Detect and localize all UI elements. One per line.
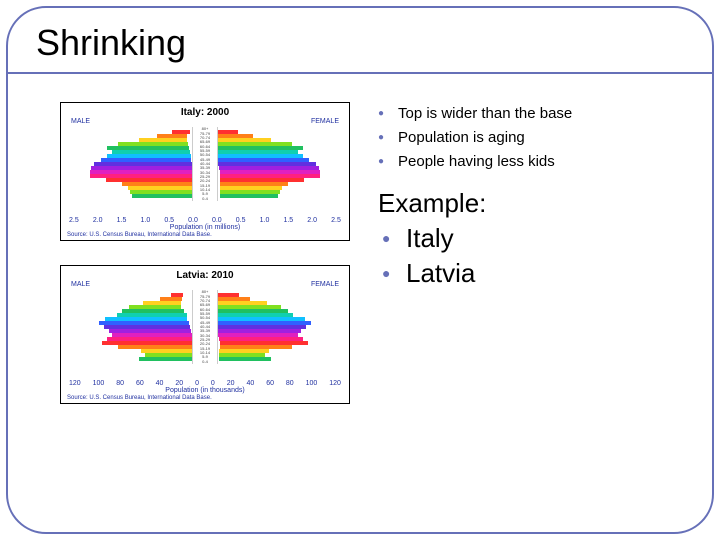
- example-heading: Example:: [378, 188, 688, 219]
- tick-label: 120: [69, 380, 81, 387]
- title-area: Shrinking: [8, 8, 712, 70]
- tick-label: 2.0: [93, 217, 103, 224]
- small-bullet-item: Top is wider than the base: [378, 102, 688, 126]
- tick-label: 1.0: [140, 217, 150, 224]
- population-pyramid-chart: Italy: 2000MALE FEMALE 80+75-7970-7465-696…: [60, 102, 350, 241]
- text-column: Top is wider than the basePopulation is …: [370, 102, 688, 404]
- tick-label: 40: [246, 380, 254, 387]
- chart-title: Italy: 2000: [67, 107, 343, 118]
- x-axis-ticks: 2.5 2.0 1.5 1.0 0.5 0.0 0.0 0.5 1.0 1.5 2.0 2.5: [67, 217, 343, 224]
- pyramid-area: 80+75-7970-7465-6960-6455-5950-5445-4940…: [67, 127, 343, 215]
- chart-title: Latvia: 2010: [67, 270, 343, 281]
- tick-label: 120: [329, 380, 341, 387]
- male-label: MALE: [71, 118, 90, 125]
- content-area: Italy: 2000MALEFEMALE80+75-7970-7465-696…: [8, 74, 712, 414]
- tick-label: 20: [227, 380, 235, 387]
- big-bullet-list: ItalyLatvia: [378, 221, 688, 291]
- bar-female: [220, 194, 278, 198]
- tick-label: 0.0: [212, 217, 222, 224]
- pyramid-area: 80+75-7970-7465-6960-6455-5950-5445-4940…: [67, 290, 343, 378]
- chart-gender-labels: MALE FEMALE: [67, 118, 343, 125]
- tick-label: 0.5: [164, 217, 174, 224]
- tick-label: 100: [93, 380, 105, 387]
- chart-source: Source: U.S. Census Bureau, Internationa…: [67, 394, 343, 401]
- tick-label: 80: [286, 380, 294, 387]
- small-bullet-item: People having less kids: [378, 150, 688, 174]
- age-group-labels: 80+75-7970-7465-6960-6455-5950-5445-4940…: [192, 290, 218, 364]
- small-bullet-item: Population is aging: [378, 126, 688, 150]
- tick-label: 100: [306, 380, 318, 387]
- slide-frame: Shrinking Italy: 2000MALEFEMALE80+75-797…: [6, 6, 714, 534]
- tick-label: 2.5: [69, 217, 79, 224]
- x-axis-ticks: 120 100 80 60 40 20 0 0 20 40 60 80 100 120: [67, 380, 343, 387]
- tick-label: 1.5: [283, 217, 293, 224]
- x-axis-label: Population (in millions): [67, 224, 343, 231]
- female-label: FEMALE: [311, 281, 339, 288]
- x-axis-label: Population (in thousands): [67, 387, 343, 394]
- tick-label: 0.5: [236, 217, 246, 224]
- tick-label: 1.5: [117, 217, 127, 224]
- small-bullet-list: Top is wider than the basePopulation is …: [378, 102, 688, 174]
- bar-male: [132, 194, 194, 198]
- charts-column: Italy: 2000MALEFEMALE80+75-7970-7465-696…: [60, 102, 360, 404]
- age-label: 0-4: [193, 360, 217, 364]
- age-label: 0-4: [193, 197, 217, 201]
- chart-gender-labels: MALE FEMALE: [67, 281, 343, 288]
- chart-source: Source: U.S. Census Bureau, Internationa…: [67, 231, 343, 238]
- female-label: FEMALE: [311, 118, 339, 125]
- tick-label: 0: [195, 380, 199, 387]
- population-pyramid-chart: Latvia: 2010MALE FEMALE 80+75-7970-7465-69…: [60, 265, 350, 404]
- age-group-labels: 80+75-7970-7465-6960-6455-5950-5445-4940…: [192, 127, 218, 201]
- tick-label: 2.5: [331, 217, 341, 224]
- tick-label: 60: [136, 380, 144, 387]
- bar-male: [139, 357, 193, 361]
- tick-label: 2.0: [307, 217, 317, 224]
- slide-title: Shrinking: [36, 22, 684, 64]
- tick-label: 0: [211, 380, 215, 387]
- big-bullet-item: Latvia: [378, 256, 688, 291]
- tick-label: 40: [156, 380, 164, 387]
- bar-female: [219, 357, 271, 361]
- tick-label: 60: [266, 380, 274, 387]
- tick-label: 0.0: [188, 217, 198, 224]
- male-label: MALE: [71, 281, 90, 288]
- tick-label: 20: [175, 380, 183, 387]
- tick-label: 1.0: [260, 217, 270, 224]
- big-bullet-item: Italy: [378, 221, 688, 256]
- tick-label: 80: [116, 380, 124, 387]
